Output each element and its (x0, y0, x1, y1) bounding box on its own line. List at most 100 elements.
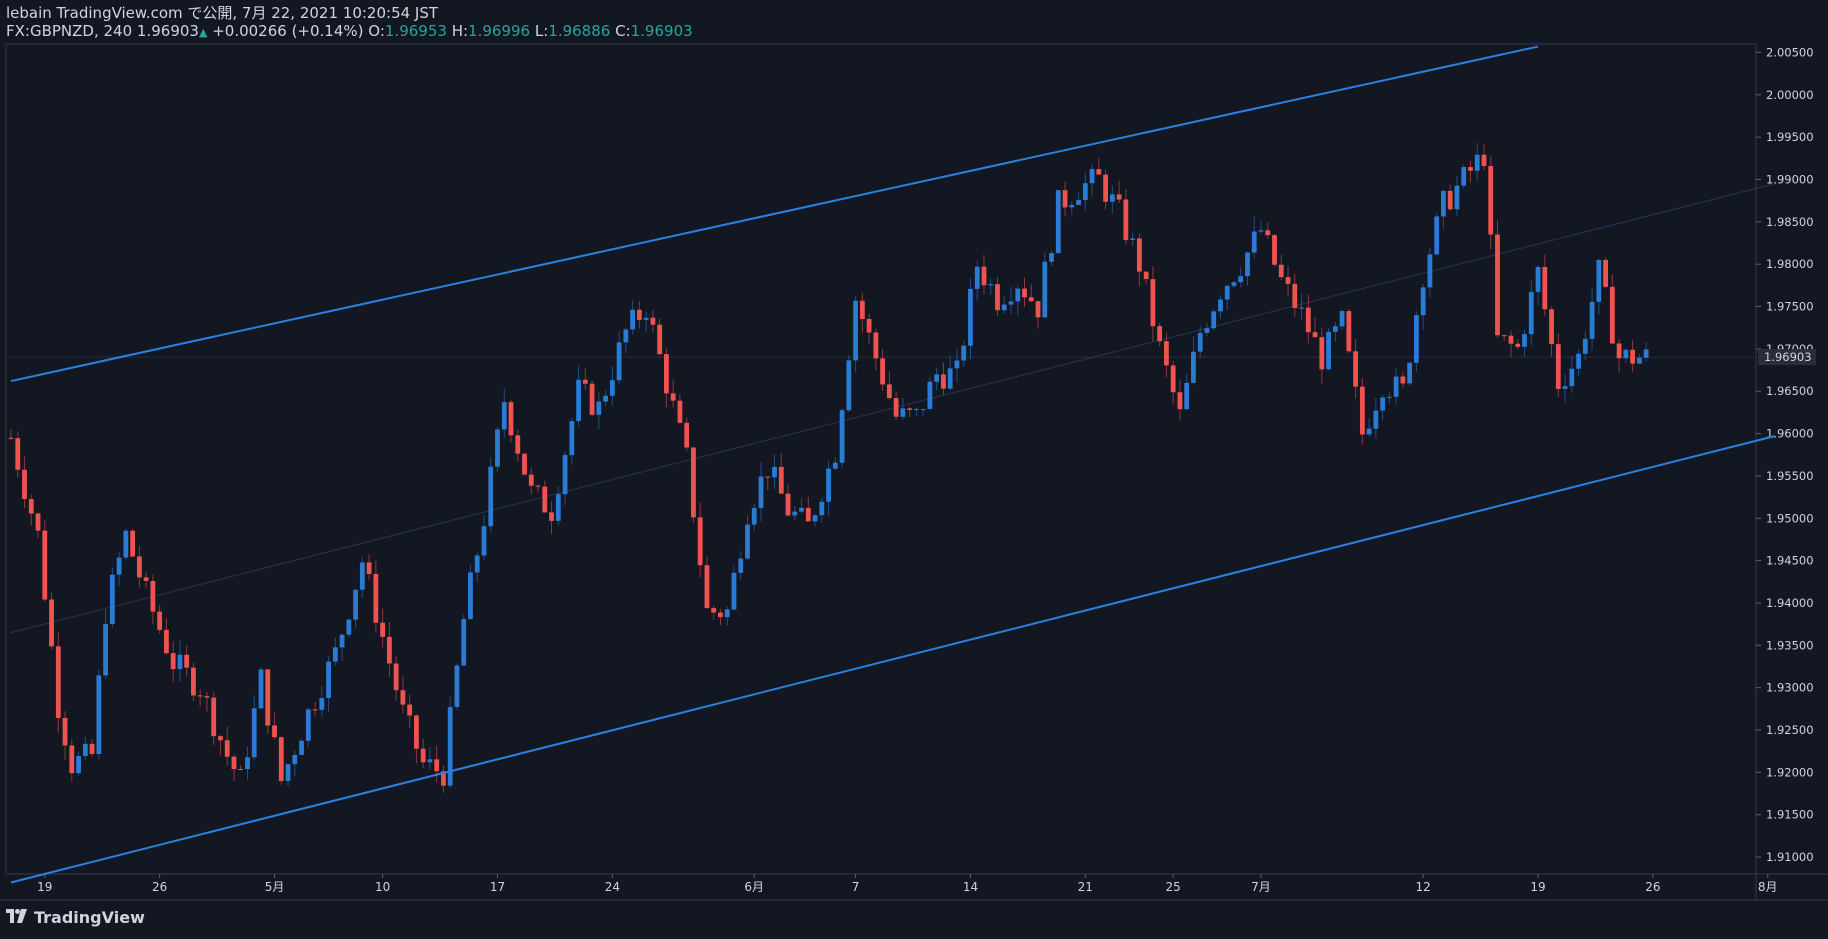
candle-body (420, 748, 426, 763)
candle-body (103, 623, 108, 676)
candle-body (920, 408, 926, 410)
y-tick-label: 1.92000 (1766, 765, 1814, 779)
candle-body (1184, 382, 1190, 410)
low-label: L: (534, 22, 549, 40)
candle-body (1508, 335, 1514, 344)
candle-body (285, 764, 291, 782)
candle-body (1339, 311, 1345, 327)
candle-body (927, 381, 933, 409)
candle-body (393, 663, 399, 691)
candle-body (1258, 230, 1264, 232)
candle-body (1474, 154, 1480, 171)
symbol-label[interactable]: FX:GBPNZD, 240 (6, 22, 133, 40)
x-tick-label: 8月 (1758, 880, 1778, 894)
candle-body (893, 398, 899, 417)
candle-body (826, 468, 831, 502)
candle-body (1414, 315, 1419, 363)
candle-body (157, 611, 163, 630)
candle-body (785, 493, 791, 516)
candle-body (1116, 194, 1122, 200)
candle-body (299, 740, 304, 755)
candle-body (339, 634, 345, 648)
candle-body (481, 526, 487, 556)
candle-body (1265, 230, 1271, 236)
x-tick-label: 17 (490, 880, 505, 894)
candle-body (603, 395, 608, 402)
candle-body (373, 574, 379, 623)
tradingview-logo-icon (6, 908, 28, 927)
high-label: H: (451, 22, 469, 40)
candle-body (1150, 279, 1156, 327)
candle-body (508, 402, 514, 436)
x-tick-label: 19 (1530, 880, 1545, 894)
y-tick-label: 2.00000 (1766, 88, 1814, 102)
candle-body (1103, 174, 1108, 202)
candle-body (1089, 169, 1095, 184)
candle-body (576, 379, 581, 422)
candle-body (1427, 254, 1433, 288)
candle-body (42, 530, 48, 600)
candle-body (164, 629, 169, 654)
candle-body (1522, 334, 1527, 347)
candle-body (1495, 234, 1500, 336)
candle-body (1251, 231, 1257, 253)
candle-body (332, 647, 338, 662)
candle-body (454, 665, 460, 708)
candle-body (1420, 287, 1426, 316)
close-label: C: (615, 22, 631, 40)
candle-body (177, 654, 183, 670)
candle-body (150, 581, 156, 612)
y-tick-label: 1.95500 (1766, 469, 1814, 483)
candle-body (211, 697, 217, 737)
candle-body (1630, 349, 1636, 364)
y-tick-label: 1.99000 (1766, 173, 1814, 187)
candle-body (582, 379, 588, 384)
candle-body (495, 429, 500, 467)
candle-body (319, 698, 325, 710)
candle-body (474, 555, 480, 573)
up-arrow-icon: ▲ (198, 26, 208, 39)
candle-body (866, 319, 872, 333)
candle-body (1589, 301, 1595, 339)
candle-body (461, 619, 467, 666)
candle-body (116, 557, 122, 575)
candle-body (312, 709, 318, 711)
candle-body (1353, 351, 1358, 387)
change-value: +0.00266 (+0.14%) (212, 22, 364, 40)
candle-body (616, 342, 622, 381)
candle-body (96, 675, 102, 755)
candle-body (238, 769, 244, 771)
candle-body (839, 410, 845, 463)
candle-body (170, 653, 176, 670)
candle-body (1305, 307, 1311, 333)
candle-body (968, 288, 973, 346)
candle-body (400, 690, 406, 705)
candle-body (1549, 309, 1554, 345)
candle-body (528, 474, 534, 486)
candle-body (109, 574, 115, 624)
candle-body (873, 332, 879, 359)
candle-body (609, 380, 615, 396)
candle-body (245, 757, 250, 770)
candle-body (718, 612, 723, 618)
candle-body (643, 317, 649, 320)
candle-body (886, 384, 892, 399)
candle-body (738, 558, 744, 573)
candle-body (1569, 368, 1575, 387)
candle-body (1542, 267, 1548, 310)
candle-body (650, 317, 656, 325)
candle-body (812, 515, 818, 522)
candle-body (853, 300, 858, 361)
candle-body (691, 447, 696, 518)
candle-body (366, 562, 372, 575)
candle-body (934, 374, 940, 382)
candle-body (1001, 304, 1007, 311)
candle-body (745, 524, 750, 559)
candle-body (1312, 332, 1318, 338)
y-tick-label: 1.96500 (1766, 384, 1814, 398)
y-tick-label: 1.95000 (1766, 511, 1814, 525)
low-value: 1.96886 (548, 22, 611, 40)
last-price-tag (1758, 349, 1816, 366)
candle-body (407, 704, 413, 716)
